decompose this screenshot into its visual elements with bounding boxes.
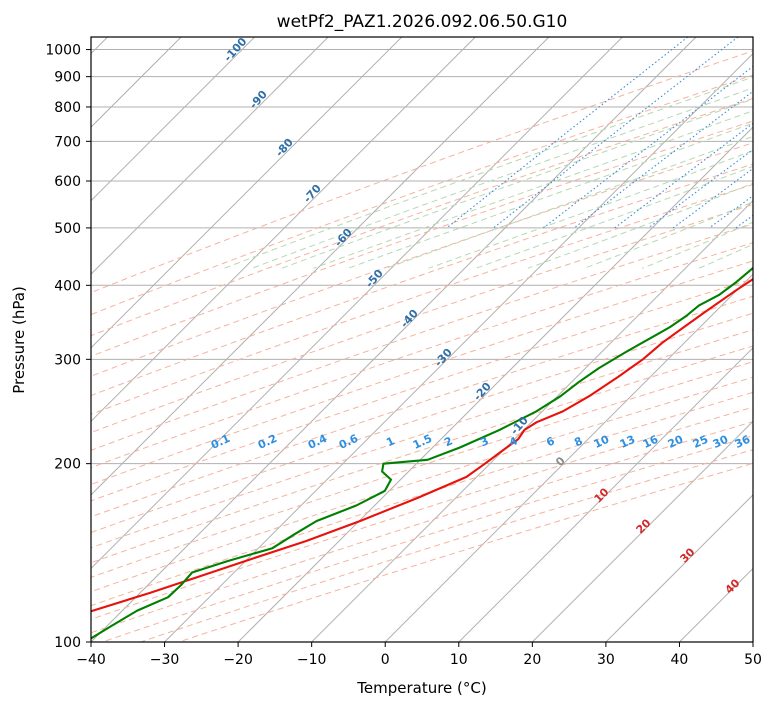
dry-adiabat-line <box>91 361 753 578</box>
y-tick-label: 100 <box>54 635 81 651</box>
dry-adiabat-line <box>91 183 753 415</box>
chart-title: wetPf2_PAZ1.2026.092.06.50.G10 <box>277 12 568 32</box>
dewpoint-profile-line <box>91 266 753 640</box>
dry-adiabat-line <box>91 376 753 593</box>
y-tick-label: 900 <box>54 70 81 86</box>
x-tick-label: 40 <box>671 652 689 668</box>
isotherm-line <box>91 37 329 275</box>
dry-adiabat-line <box>91 203 753 434</box>
y-tick-label: 200 <box>54 457 81 473</box>
isotherm-line <box>91 37 256 202</box>
isotherm-line <box>91 37 550 496</box>
y-axis-title: Pressure (hPa) <box>10 286 28 394</box>
mixing-ratio-line <box>446 37 689 229</box>
isotherm-line <box>458 347 753 642</box>
y-tick-label: 800 <box>54 100 81 116</box>
x-tick-label: −10 <box>297 652 327 668</box>
dry-adiabat-line <box>91 97 753 337</box>
y-tick-label: 300 <box>54 352 81 368</box>
x-tick-label: 30 <box>597 652 615 668</box>
y-axis: 100 200 300 400 500 600 700 800 900 1000 <box>45 43 91 651</box>
dry-adiabat-line <box>91 391 753 607</box>
y-tick-label: 400 <box>54 278 81 294</box>
x-axis: −40 −30 −20 −10 0 10 20 30 40 50 <box>76 642 762 668</box>
mixing-ratio-line <box>543 65 753 229</box>
dry-adiabat-line <box>91 163 753 397</box>
mixing-ratio-label: 30 <box>711 433 731 451</box>
x-tick-label: 50 <box>744 652 762 668</box>
mixing-ratio-label: 20 <box>666 433 686 451</box>
y-tick-label: 500 <box>54 221 81 237</box>
x-tick-label: 20 <box>523 652 541 668</box>
dry-adiabat-line <box>91 120 753 357</box>
moist-adiabat-line <box>642 221 753 269</box>
plot-frame <box>90 36 754 643</box>
moist-adiabat-line <box>428 150 753 269</box>
isotherm-line <box>237 126 753 642</box>
isotherm-line <box>164 52 753 642</box>
isotherm-line <box>384 273 753 642</box>
y-tick-label: 700 <box>54 134 81 150</box>
mixing-ratio-line <box>614 122 753 229</box>
background-lines <box>91 37 753 642</box>
x-tick-label: 10 <box>450 652 468 668</box>
dry-adiabat-line <box>91 242 753 469</box>
moist-adiabat-line <box>313 110 753 269</box>
dry-adiabat-line <box>91 223 753 451</box>
isotherm-line <box>91 37 403 349</box>
mixing-ratio-label: 13 <box>618 433 637 451</box>
moist-adiabat-line <box>527 182 753 269</box>
isotherm-line <box>311 199 753 642</box>
dry-adiabat-line <box>91 345 753 564</box>
dry-adiabat-line <box>91 142 753 377</box>
x-tick-label: −30 <box>150 652 180 668</box>
moist-adiabat-line <box>475 165 753 269</box>
moist-adiabat-line <box>347 122 753 269</box>
isotherm-line <box>91 37 476 423</box>
mixing-ratio-label: 10 <box>592 433 612 451</box>
dry-adiabat-line <box>91 329 753 549</box>
x-tick-label: 0 <box>381 652 390 668</box>
mixing-ratio-label: 36 <box>733 433 753 451</box>
x-tick-label: −20 <box>223 652 253 668</box>
moist-adiabat-line <box>584 201 753 269</box>
mixing-ratio-label: 16 <box>641 433 661 451</box>
y-tick-label: 1000 <box>45 43 81 59</box>
isotherm-line <box>531 420 753 642</box>
moist-adiabat-line <box>281 98 753 269</box>
isotherm-line <box>91 37 623 570</box>
profile-lines <box>91 266 753 640</box>
mixing-ratio-label: 25 <box>691 433 710 451</box>
isotherm-line <box>605 494 753 642</box>
x-axis-title: Temperature (°C) <box>356 679 486 697</box>
temperature-profile-line <box>91 277 753 613</box>
x-tick-label: −40 <box>76 652 106 668</box>
isotherm-line <box>91 37 697 642</box>
y-tick-label: 600 <box>54 174 81 190</box>
mixing-ratio-line <box>672 167 753 229</box>
